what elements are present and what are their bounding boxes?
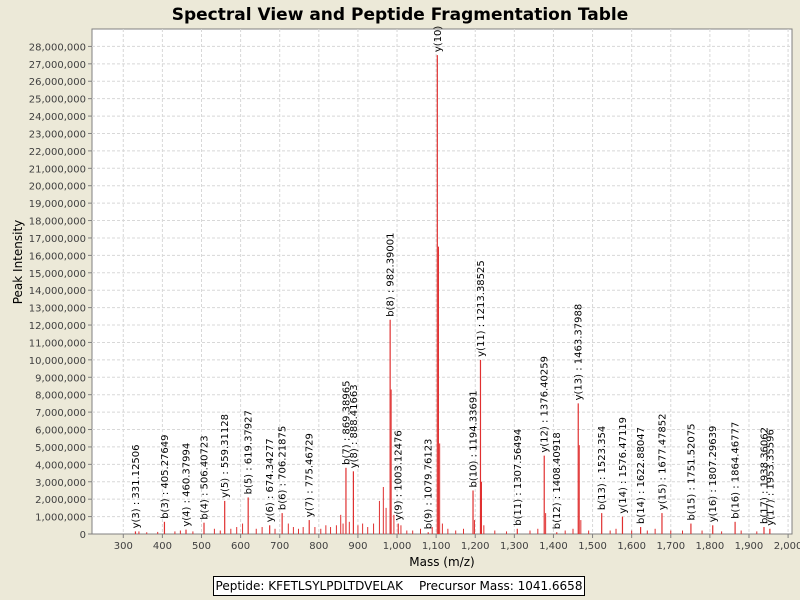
x-tick-label: 1,800 bbox=[696, 541, 725, 552]
x-tick-label: 900 bbox=[348, 541, 367, 552]
legend-box: Peptide: KFETLSYLPDLTDVELAK Precursor Ma… bbox=[213, 576, 585, 596]
peak-label: y(10) bbox=[433, 26, 444, 53]
y-tick-label: 19,000,000 bbox=[29, 199, 86, 210]
peak-label: y(12) : 1376.40259 bbox=[540, 356, 551, 453]
peak-label: b(17) : 1938.36062 bbox=[759, 427, 770, 524]
x-tick-label: 800 bbox=[309, 541, 328, 552]
peak-label: b(8) : 982.39001 bbox=[386, 232, 397, 316]
peak-label: y(7) : 775.46729 bbox=[305, 433, 316, 517]
y-tick-label: 9,000,000 bbox=[35, 373, 86, 384]
y-tick-label: 3,000,000 bbox=[35, 478, 86, 489]
peak-label: b(7) : 869.38965 bbox=[341, 380, 352, 464]
y-tick-label: 15,000,000 bbox=[29, 269, 86, 280]
axes: 0 1,000,000 2,000,000 3,000,000 4,000,000 5,0… bbox=[29, 42, 800, 552]
y-tick-label: 25,000,000 bbox=[29, 95, 86, 106]
peak-label: y(5) : 559.31128 bbox=[220, 414, 231, 498]
y-tick-label: 21,000,000 bbox=[29, 164, 86, 175]
x-tick-label: 1,500 bbox=[578, 541, 607, 552]
peak-label: y(6) : 674.34277 bbox=[265, 438, 276, 522]
y-axis-label: Peak Intensity bbox=[11, 220, 25, 305]
peptide-label: Peptide: KFETLSYLPDLTDVELAK bbox=[215, 579, 403, 593]
x-tick-label: 700 bbox=[270, 541, 289, 552]
y-tick-label: 20,000,000 bbox=[29, 182, 86, 193]
y-tick-label: 8,000,000 bbox=[35, 391, 86, 402]
x-axis-label: Mass (m/z) bbox=[409, 555, 474, 569]
y-tick-label: 14,000,000 bbox=[29, 286, 86, 297]
y-tick-label: 10,000,000 bbox=[29, 356, 86, 367]
y-tick-label: 1,000,000 bbox=[35, 513, 86, 524]
peak-label: b(10) : 1194.33691 bbox=[469, 390, 480, 487]
x-tick-label: 2,000 bbox=[774, 541, 800, 552]
y-tick-label: 0 bbox=[80, 530, 86, 541]
y-tick-label: 13,000,000 bbox=[29, 304, 86, 315]
y-tick-label: 7,000,000 bbox=[35, 408, 86, 419]
peak-label: y(15) : 1677.47852 bbox=[657, 413, 668, 510]
grid-lines bbox=[92, 29, 792, 534]
x-tick-label: 1,600 bbox=[617, 541, 646, 552]
peak-label: b(6) : 706.21875 bbox=[278, 426, 289, 510]
y-tick-label: 17,000,000 bbox=[29, 234, 86, 245]
peak-label: y(3) : 331.12506 bbox=[131, 444, 142, 528]
y-tick-label: 11,000,000 bbox=[29, 338, 86, 349]
peak-label: b(4) : 506.40723 bbox=[200, 435, 211, 519]
y-tick-label: 18,000,000 bbox=[29, 217, 86, 228]
peak-label: y(14) : 1576.47119 bbox=[618, 417, 629, 514]
x-tick-label: 1,900 bbox=[735, 541, 764, 552]
plot-area bbox=[91, 28, 793, 535]
peak-label: b(9) : 1079.76123 bbox=[424, 439, 435, 530]
peak-label: b(14) : 1622.88047 bbox=[636, 427, 647, 524]
x-tick-label: 1,100 bbox=[422, 541, 451, 552]
peak-label: b(5) : 619.37927 bbox=[244, 410, 255, 494]
precursor-mass-label: Precursor Mass: 1041.6658 bbox=[418, 579, 583, 593]
y-tick-label: 24,000,000 bbox=[29, 112, 86, 123]
y-tick-label: 16,000,000 bbox=[29, 251, 86, 262]
y-tick-label: 22,000,000 bbox=[29, 147, 86, 158]
peak-label: y(9) : 1003.12476 bbox=[394, 430, 405, 520]
x-tick-label: 500 bbox=[192, 541, 211, 552]
peak-label: b(3) : 405.27649 bbox=[160, 434, 171, 518]
peak-label: y(4) : 460.37994 bbox=[182, 443, 193, 527]
peak-label: b(15) : 1751.52075 bbox=[686, 424, 697, 521]
peak-label: y(11) : 1213.38525 bbox=[476, 260, 487, 357]
y-tick-label: 2,000,000 bbox=[35, 495, 86, 506]
peak-label: y(13) : 1463.37988 bbox=[574, 304, 585, 401]
y-tick-label: 28,000,000 bbox=[29, 42, 86, 53]
y-tick-label: 4,000,000 bbox=[35, 460, 86, 471]
peak-label: y(8) : 888.41663 bbox=[349, 384, 360, 468]
peaks bbox=[134, 55, 771, 534]
y-tick-label: 5,000,000 bbox=[35, 443, 86, 454]
x-tick-label: 400 bbox=[153, 541, 172, 552]
x-tick-label: 1,700 bbox=[656, 541, 685, 552]
peak-label: y(17) : 1953.35596 bbox=[765, 429, 776, 526]
x-tick-label: 600 bbox=[231, 541, 250, 552]
y-tick-label: 6,000,000 bbox=[35, 426, 86, 437]
y-tick-label: 23,000,000 bbox=[29, 129, 86, 140]
peak-label: b(12) : 1408.40918 bbox=[552, 432, 563, 529]
y-tick-label: 27,000,000 bbox=[29, 60, 86, 71]
y-tick-label: 12,000,000 bbox=[29, 321, 86, 332]
x-tick-label: 1,400 bbox=[539, 541, 568, 552]
x-tick-label: 1,000 bbox=[383, 541, 412, 552]
x-tick-label: 1,200 bbox=[461, 541, 490, 552]
peak-labels: y(3) : 331.12506 b(3) : 405.27649 y(4) : 4… bbox=[131, 26, 776, 530]
x-tick-label: 300 bbox=[114, 541, 133, 552]
x-tick-label: 1,300 bbox=[500, 541, 529, 552]
peak-label: b(16) : 1864.46777 bbox=[731, 422, 742, 519]
peak-label: b(11) : 1307.56494 bbox=[513, 429, 524, 526]
peak-label: b(13) : 1523.354 bbox=[597, 426, 608, 510]
chart-title: Spectral View and Peptide Fragmentation … bbox=[172, 5, 629, 25]
y-tick-label: 26,000,000 bbox=[29, 77, 86, 88]
peak-label: y(16) : 1807.29639 bbox=[708, 426, 719, 523]
